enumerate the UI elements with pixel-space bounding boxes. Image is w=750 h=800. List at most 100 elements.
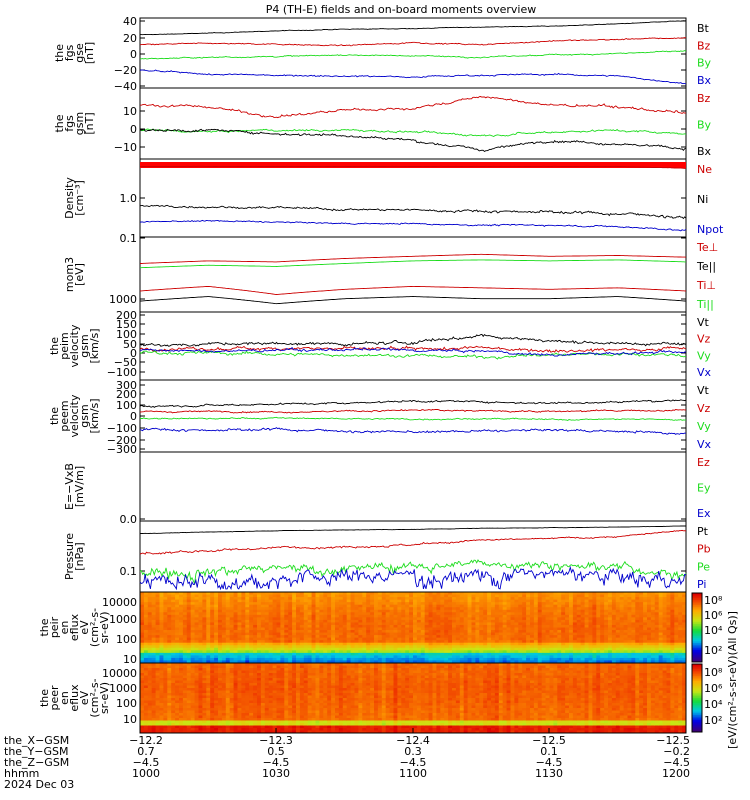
spectrogram-cell (537, 609, 543, 613)
spectrogram-cell (526, 630, 531, 633)
spectrogram-cell (264, 660, 270, 664)
spectrogram-cell (650, 592, 656, 595)
spectrogram-cell (522, 617, 527, 621)
legend-entry: Vz (697, 333, 711, 346)
spectrogram-cell (600, 642, 605, 646)
spectrogram-cell (276, 650, 281, 654)
spectrogram-cell (171, 665, 176, 669)
spectrogram-cell (576, 645, 582, 649)
spectrogram-cell (459, 660, 465, 664)
spectrogram-cell (147, 708, 153, 711)
spectrogram-cell (377, 650, 383, 654)
spectrogram-cell (175, 698, 180, 701)
spectrogram-cell (307, 630, 312, 633)
spectrogram-cell (615, 652, 621, 656)
spectrogram-cell (522, 647, 527, 651)
spectrogram-cell (494, 647, 500, 651)
spectrogram-cell (342, 657, 348, 661)
spectrogram-cell (268, 655, 273, 659)
spectrogram-cell (600, 624, 605, 628)
spectrogram-cell (210, 693, 215, 696)
spectrogram-cell (592, 645, 597, 649)
spectrogram-cell (288, 599, 293, 603)
spectrogram-cell (245, 700, 250, 704)
spectrogram-cell (175, 730, 180, 734)
spectrogram-cell (159, 708, 164, 711)
spectrogram-cell (342, 660, 348, 664)
spectrogram-cell (159, 693, 164, 696)
spectrogram-cell (303, 630, 309, 633)
spectrogram-cell (428, 645, 433, 649)
spectrogram-cell (487, 660, 492, 664)
spectrogram-cell (171, 668, 176, 671)
spectrogram-cell (635, 619, 640, 623)
spectrogram-cell (557, 607, 562, 611)
spectrogram-cell (167, 715, 172, 719)
spectrogram-cell (245, 708, 250, 711)
spectrogram-cell (432, 632, 437, 636)
spectrogram-cell (179, 670, 184, 674)
spectrogram-cell (541, 614, 546, 618)
spectrogram-cell (647, 660, 652, 664)
spectrogram-cell (588, 642, 593, 646)
spectrogram-cell (233, 685, 238, 689)
spectrogram-cell (397, 612, 402, 616)
spectrogram-cell (315, 630, 320, 633)
spectrogram-cell (147, 612, 153, 616)
spectrogram-cell (565, 602, 570, 606)
spectrogram-cell (491, 597, 496, 601)
spectrogram-cell (475, 609, 480, 613)
spectrogram-cell (186, 604, 192, 608)
spectrogram-cell (241, 592, 246, 595)
spectrogram-cell (198, 665, 203, 669)
spectrogram-cell (280, 607, 285, 611)
spectrogram-cell (171, 670, 176, 674)
spectrogram-cell (635, 655, 640, 659)
spectrogram-cell (241, 678, 246, 681)
y-axis-label-line: the (38, 689, 51, 707)
spectrogram-cell (643, 594, 648, 598)
spectrogram-cell (444, 647, 449, 651)
spectrogram-cell (611, 660, 617, 664)
spectrogram-cell (374, 652, 379, 656)
spectrogram-cell (253, 708, 258, 711)
spectrogram-cell (545, 617, 550, 621)
spectrogram-cell (182, 713, 188, 716)
spectrogram-cell (225, 635, 231, 639)
spectrogram-cell (218, 705, 223, 709)
spectrogram-cell (420, 599, 426, 603)
spectrogram-cell (502, 657, 507, 661)
spectrogram-cell (526, 612, 531, 616)
spectrogram-cell (218, 718, 223, 721)
spectrogram-cell (510, 635, 515, 639)
spectrogram-cell (682, 612, 687, 616)
spectrogram-cell (198, 710, 203, 714)
spectrogram-cell (463, 632, 468, 636)
spectrogram-cell (596, 614, 601, 618)
spectrogram-cell (245, 678, 250, 681)
spectrogram-cell (260, 594, 266, 598)
series-te-line (139, 285, 687, 295)
spectrogram-cell (241, 665, 246, 669)
spectrogram-cell (479, 660, 484, 664)
spectrogram-cell (167, 652, 172, 656)
spectrogram-cell (662, 627, 667, 631)
spectrogram-cell (206, 619, 211, 623)
spectrogram-cell (366, 614, 371, 618)
spectrogram-cell (143, 700, 149, 704)
spectrogram-cell (514, 657, 519, 661)
spectrogram-cell (611, 637, 617, 641)
spectrogram-cell (424, 607, 429, 611)
spectrogram-cell (569, 597, 574, 601)
spectrogram-cell (592, 612, 597, 616)
spectrogram-cell (592, 617, 597, 621)
spectrogram-cell (537, 632, 543, 636)
spectrogram-cell (498, 624, 504, 628)
spectrogram-cell (241, 637, 246, 641)
spectrogram-cell (448, 624, 453, 628)
spectrogram-cell (682, 627, 687, 631)
spectrogram-cell (257, 614, 262, 618)
spectrogram-cell (592, 627, 597, 631)
spectrogram-cell (182, 642, 188, 646)
spectrogram-cell (249, 723, 254, 726)
